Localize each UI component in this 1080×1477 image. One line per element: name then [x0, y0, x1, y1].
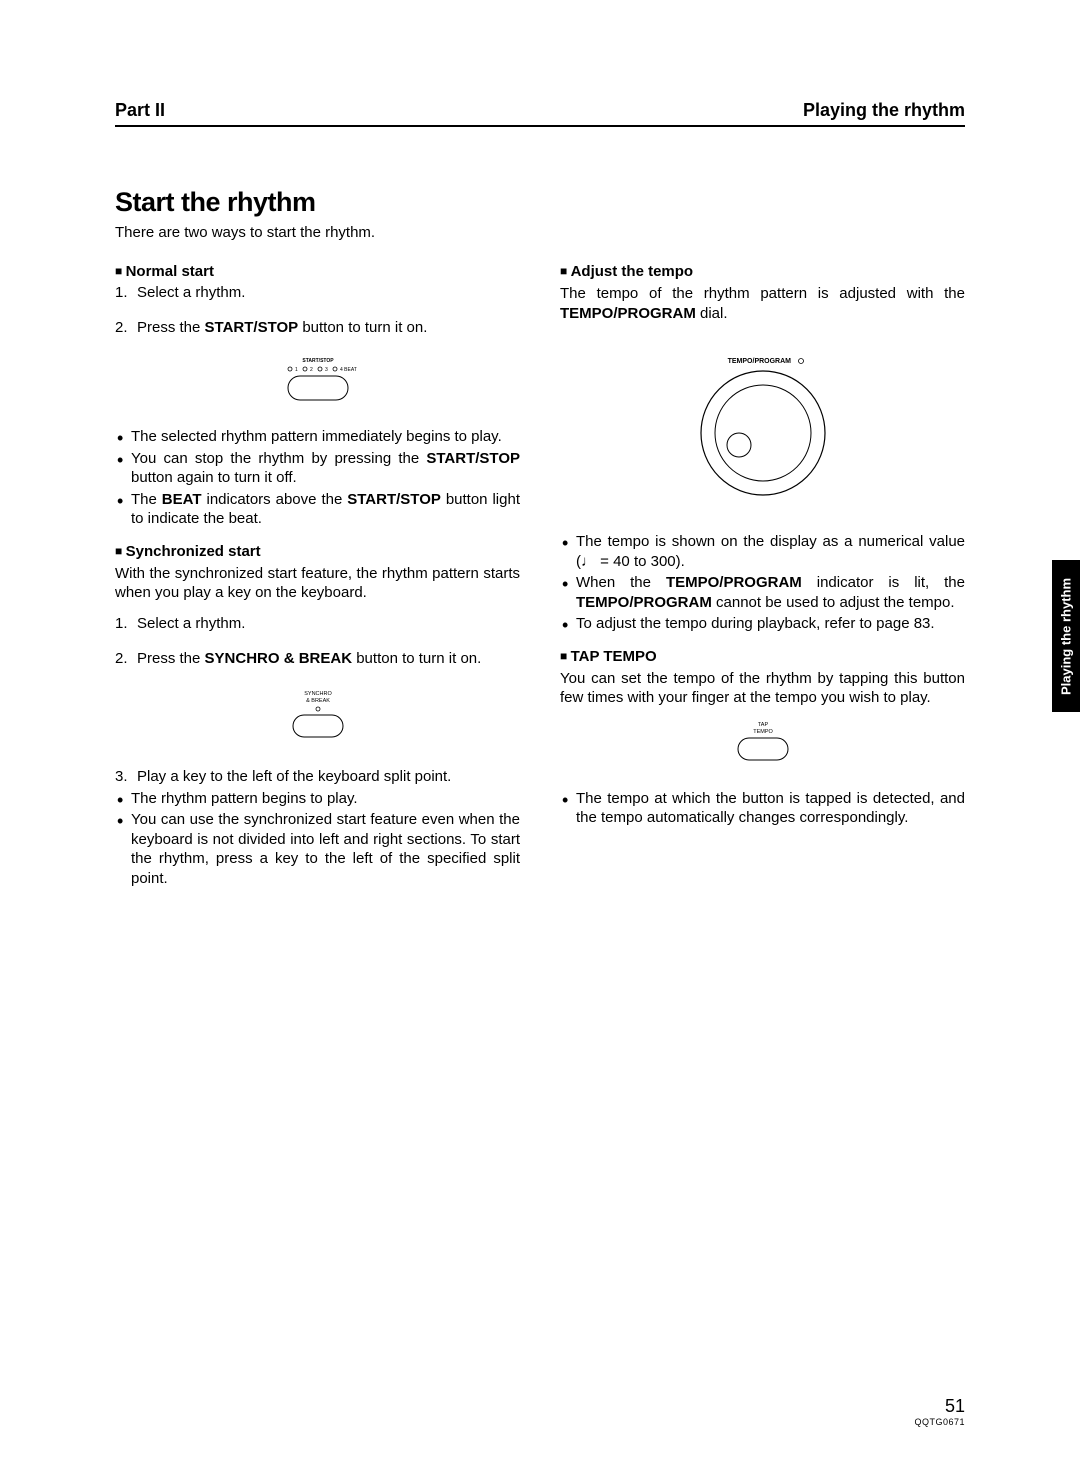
tap-tempo-intro: You can set the tempo of the rhythm by t…	[560, 669, 965, 708]
tap-tempo-bullets: The tempo at which the button is tapped …	[560, 789, 965, 828]
bullet-item: To adjust the tempo during playback, ref…	[560, 614, 965, 634]
bullet-item: The selected rhythm pattern immediately …	[115, 427, 520, 447]
text: button to turn it on.	[352, 650, 481, 667]
bullet-item: The tempo at which the button is tapped …	[560, 789, 965, 828]
step-text: Press the SYNCHRO & BREAK button to turn…	[137, 650, 520, 667]
step-text: Press the START/STOP button to turn it o…	[137, 319, 520, 336]
step-number: 2.	[115, 319, 133, 336]
bullet-item: When the TEMPO/PROGRAM indicator is lit,…	[560, 573, 965, 612]
sync-step-3: 3. Play a key to the left of the keyboar…	[115, 768, 520, 785]
synchronized-intro: With the synchronized start feature, the…	[115, 564, 520, 603]
diagram-label: SYNCHRO	[304, 691, 332, 697]
step-number: 2.	[115, 650, 133, 667]
page-number: 51	[914, 1396, 965, 1417]
svg-text:3: 3	[325, 367, 328, 373]
diagram-label: TAP	[757, 722, 768, 728]
adjust-tempo-heading: Adjust the tempo	[560, 263, 965, 280]
sync-step-2: 2. Press the SYNCHRO & BREAK button to t…	[115, 650, 520, 667]
step-text: Select a rhythm.	[137, 615, 520, 632]
svg-text:2: 2	[310, 367, 313, 373]
bold-text: START/STOP	[205, 319, 299, 336]
bullet-item: You can use the synchronized start featu…	[115, 810, 520, 888]
diagram-label: TEMPO	[753, 729, 773, 735]
document-code: QQTG0671	[914, 1417, 965, 1427]
text: Press the	[137, 650, 205, 667]
bullet-item: The BEAT indicators above the START/STOP…	[115, 490, 520, 529]
start-stop-diagram: START/STOP 1 2 3 4 BEAT	[115, 354, 520, 409]
step-number: 1.	[115, 284, 133, 301]
adjust-tempo-intro: The tempo of the rhythm pattern is adjus…	[560, 284, 965, 323]
left-column: Normal start 1. Select a rhythm. 2. Pres…	[115, 263, 520, 890]
svg-text:1: 1	[295, 367, 298, 373]
bullet-item: The tempo is shown on the display as a n…	[560, 532, 965, 571]
main-heading: Start the rhythm	[115, 187, 965, 218]
text: button to turn it on.	[298, 319, 427, 336]
step-text: Select a rhythm.	[137, 284, 520, 301]
tempo-bullets: The tempo is shown on the display as a n…	[560, 532, 965, 634]
normal-step-1: 1. Select a rhythm.	[115, 284, 520, 301]
sync-bullets: The rhythm pattern begins to play. You c…	[115, 789, 520, 889]
bullet-item: The rhythm pattern begins to play.	[115, 789, 520, 809]
tap-tempo-heading: TAP TEMPO	[560, 648, 965, 665]
header-section: Playing the rhythm	[803, 100, 965, 121]
synchronized-heading: Synchronized start	[115, 543, 520, 560]
normal-start-heading: Normal start	[115, 263, 520, 280]
tempo-dial-diagram: TEMPO/PROGRAM	[560, 353, 965, 508]
normal-step-2: 2. Press the START/STOP button to turn i…	[115, 319, 520, 336]
bullet-item: You can stop the rhythm by pressing the …	[115, 449, 520, 488]
diagram-label: & BREAK	[306, 698, 330, 704]
right-column: Adjust the tempo The tempo of the rhythm…	[560, 263, 965, 890]
step-text: Play a key to the left of the keyboard s…	[137, 768, 520, 785]
diagram-label: START/STOP	[302, 358, 334, 364]
synchro-diagram: SYNCHRO & BREAK	[115, 685, 520, 750]
tap-tempo-diagram: TAP TEMPO	[560, 716, 965, 771]
content-columns: Normal start 1. Select a rhythm. 2. Pres…	[115, 263, 965, 890]
step-number: 1.	[115, 615, 133, 632]
intro-text: There are two ways to start the rhythm.	[115, 224, 965, 241]
page-header: Part II Playing the rhythm	[115, 100, 965, 127]
svg-text:4 BEAT: 4 BEAT	[340, 367, 357, 373]
diagram-label: TEMPO/PROGRAM	[727, 358, 791, 365]
text: Press the	[137, 319, 205, 336]
sync-step-1: 1. Select a rhythm.	[115, 615, 520, 632]
side-tab: Playing the rhythm	[1052, 560, 1080, 712]
bold-text: SYNCHRO & BREAK	[205, 650, 353, 667]
normal-bullets: The selected rhythm pattern immediately …	[115, 427, 520, 529]
footer: 51 QQTG0671	[914, 1396, 965, 1427]
step-number: 3.	[115, 768, 133, 785]
header-part: Part II	[115, 100, 165, 121]
